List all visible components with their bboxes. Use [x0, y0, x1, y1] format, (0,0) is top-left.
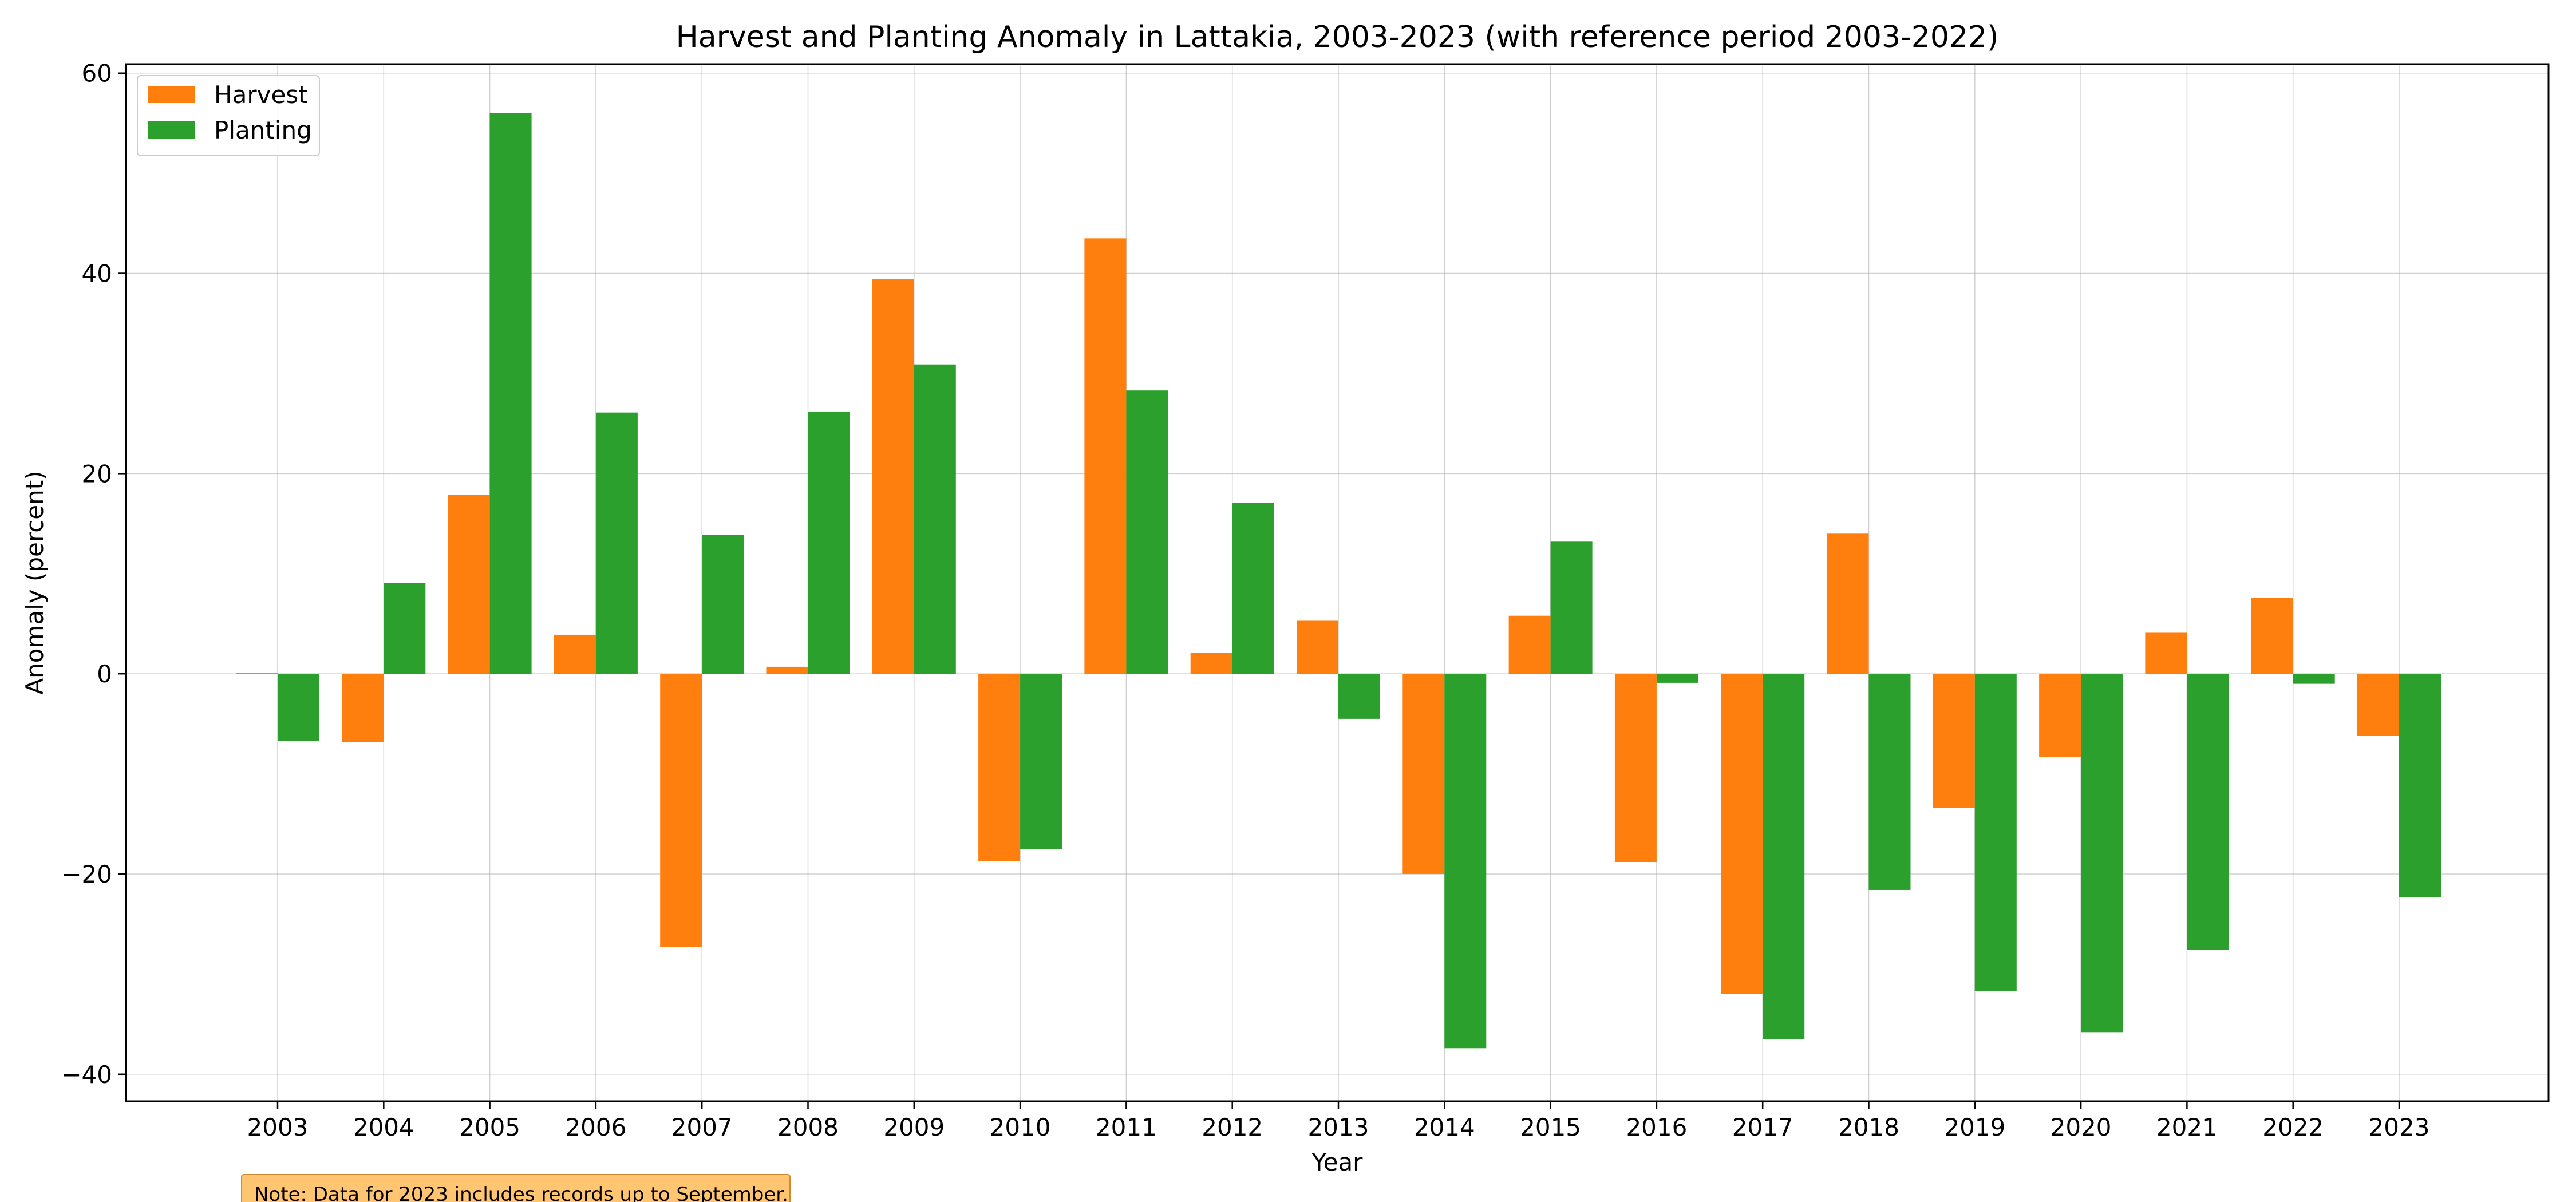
bar-harvest-2015 — [1508, 615, 1551, 674]
legend-swatch-harvest — [148, 86, 195, 103]
bar-planting-2014 — [1444, 674, 1487, 1049]
x-tick-label-2012: 2012 — [1202, 1113, 1263, 1141]
bar-planting-2010 — [1020, 674, 1062, 849]
x-tick-label-2008: 2008 — [777, 1113, 839, 1141]
bar-planting-2015 — [1550, 541, 1593, 674]
y-tick-label-0: −40 — [61, 1061, 112, 1089]
x-tick-label-2015: 2015 — [1520, 1113, 1581, 1141]
bar-planting-2021 — [2187, 674, 2229, 950]
bar-harvest-2008 — [766, 666, 808, 674]
y-tick-label-4: 40 — [82, 260, 112, 288]
y-tick-label-5: 60 — [82, 60, 112, 88]
bar-harvest-2014 — [1402, 674, 1445, 874]
x-tick-label-2019: 2019 — [1944, 1113, 2005, 1141]
x-tick-label-2014: 2014 — [1414, 1113, 1475, 1141]
y-axis-label: Anomaly (percent) — [21, 470, 49, 694]
legend-label-planting: Planting — [214, 116, 312, 144]
y-tick-label-2: 0 — [97, 660, 112, 688]
plot-frame — [125, 63, 2550, 1102]
x-axis-label: Year — [1311, 1148, 1364, 1176]
y-tick-label-1: −20 — [61, 860, 112, 888]
x-tick-label-2020: 2020 — [2050, 1113, 2112, 1141]
bar-harvest-2022 — [2251, 598, 2293, 674]
y-tick-label-3: 20 — [82, 460, 112, 488]
bar-planting-2003 — [278, 674, 319, 741]
bar-planting-2019 — [1974, 674, 2017, 991]
bar-planting-2009 — [914, 364, 956, 674]
note-annotation: Note: Data for 2023 includes records up … — [241, 1174, 791, 1202]
bar-harvest-2023 — [2357, 674, 2399, 736]
chart-title: Harvest and Planting Anomaly in Lattakia… — [676, 20, 1999, 54]
x-tick-label-2004: 2004 — [353, 1113, 414, 1141]
note-box-background — [241, 1174, 791, 1202]
bar-harvest-2019 — [1933, 674, 1975, 808]
bar-planting-2012 — [1232, 503, 1274, 674]
x-axis: 2003 2004 2005 2006 2007 2008 2009 2010 2011 2012… — [247, 1101, 2430, 1141]
bar-harvest-2009 — [872, 279, 914, 674]
bar-planting-2013 — [1338, 674, 1380, 719]
x-tick-label-2005: 2005 — [459, 1113, 520, 1141]
bar-planting-2004 — [384, 583, 426, 674]
x-tick-label-2009: 2009 — [883, 1113, 945, 1141]
legend-label-harvest: Harvest — [214, 81, 308, 109]
bar-planting-2006 — [595, 412, 638, 674]
bar-planting-2011 — [1126, 390, 1168, 674]
bar-planting-2008 — [808, 411, 850, 674]
bar-planting-2007 — [702, 535, 744, 674]
x-tick-label-2006: 2006 — [565, 1113, 626, 1141]
bar-harvest-2005 — [448, 495, 490, 674]
x-tick-label-2023: 2023 — [2369, 1113, 2430, 1141]
bar-planting-2005 — [489, 113, 532, 674]
bar-planting-2018 — [1868, 674, 1911, 890]
note-text: Note: Data for 2023 includes records up … — [254, 1183, 788, 1202]
x-tick-label-2010: 2010 — [990, 1113, 1051, 1141]
x-tick-label-2018: 2018 — [1838, 1113, 1899, 1141]
legend-swatch-planting — [148, 121, 195, 139]
bar-harvest-2012 — [1190, 653, 1232, 674]
bar-harvest-2021 — [2145, 632, 2187, 674]
bar-harvest-2020 — [2039, 674, 2081, 757]
bar-harvest-2018 — [1827, 533, 1869, 674]
x-tick-label-2016: 2016 — [1626, 1113, 1687, 1141]
x-tick-label-2007: 2007 — [671, 1113, 733, 1141]
x-tick-label-2017: 2017 — [1732, 1113, 1793, 1141]
bar-harvest-2004 — [342, 674, 384, 742]
x-tick-label-2013: 2013 — [1308, 1113, 1369, 1141]
legend: Harvest Planting — [137, 75, 320, 156]
bar-harvest-2013 — [1297, 620, 1338, 674]
bar-planting-2020 — [2081, 674, 2123, 1033]
bar-harvest-2006 — [554, 634, 596, 674]
bar-harvest-2016 — [1614, 674, 1657, 862]
bar-planting-2023 — [2399, 674, 2441, 897]
x-tick-label-2011: 2011 — [1096, 1113, 1157, 1141]
bars — [236, 113, 2441, 1049]
bar-harvest-2010 — [978, 674, 1021, 861]
bar-harvest-2003 — [236, 673, 278, 674]
x-tick-label-2022: 2022 — [2262, 1113, 2324, 1141]
y-axis: −40 −20 0 20 40 60 — [61, 60, 126, 1089]
bar-harvest-2011 — [1084, 238, 1127, 674]
bar-harvest-2007 — [660, 674, 702, 947]
x-tick-label-2021: 2021 — [2156, 1113, 2218, 1141]
bar-planting-2017 — [1763, 674, 1805, 1039]
bar-planting-2016 — [1656, 674, 1698, 683]
bar-harvest-2017 — [1721, 674, 1763, 994]
x-tick-label-2003: 2003 — [247, 1113, 309, 1141]
bar-planting-2022 — [2293, 674, 2335, 684]
